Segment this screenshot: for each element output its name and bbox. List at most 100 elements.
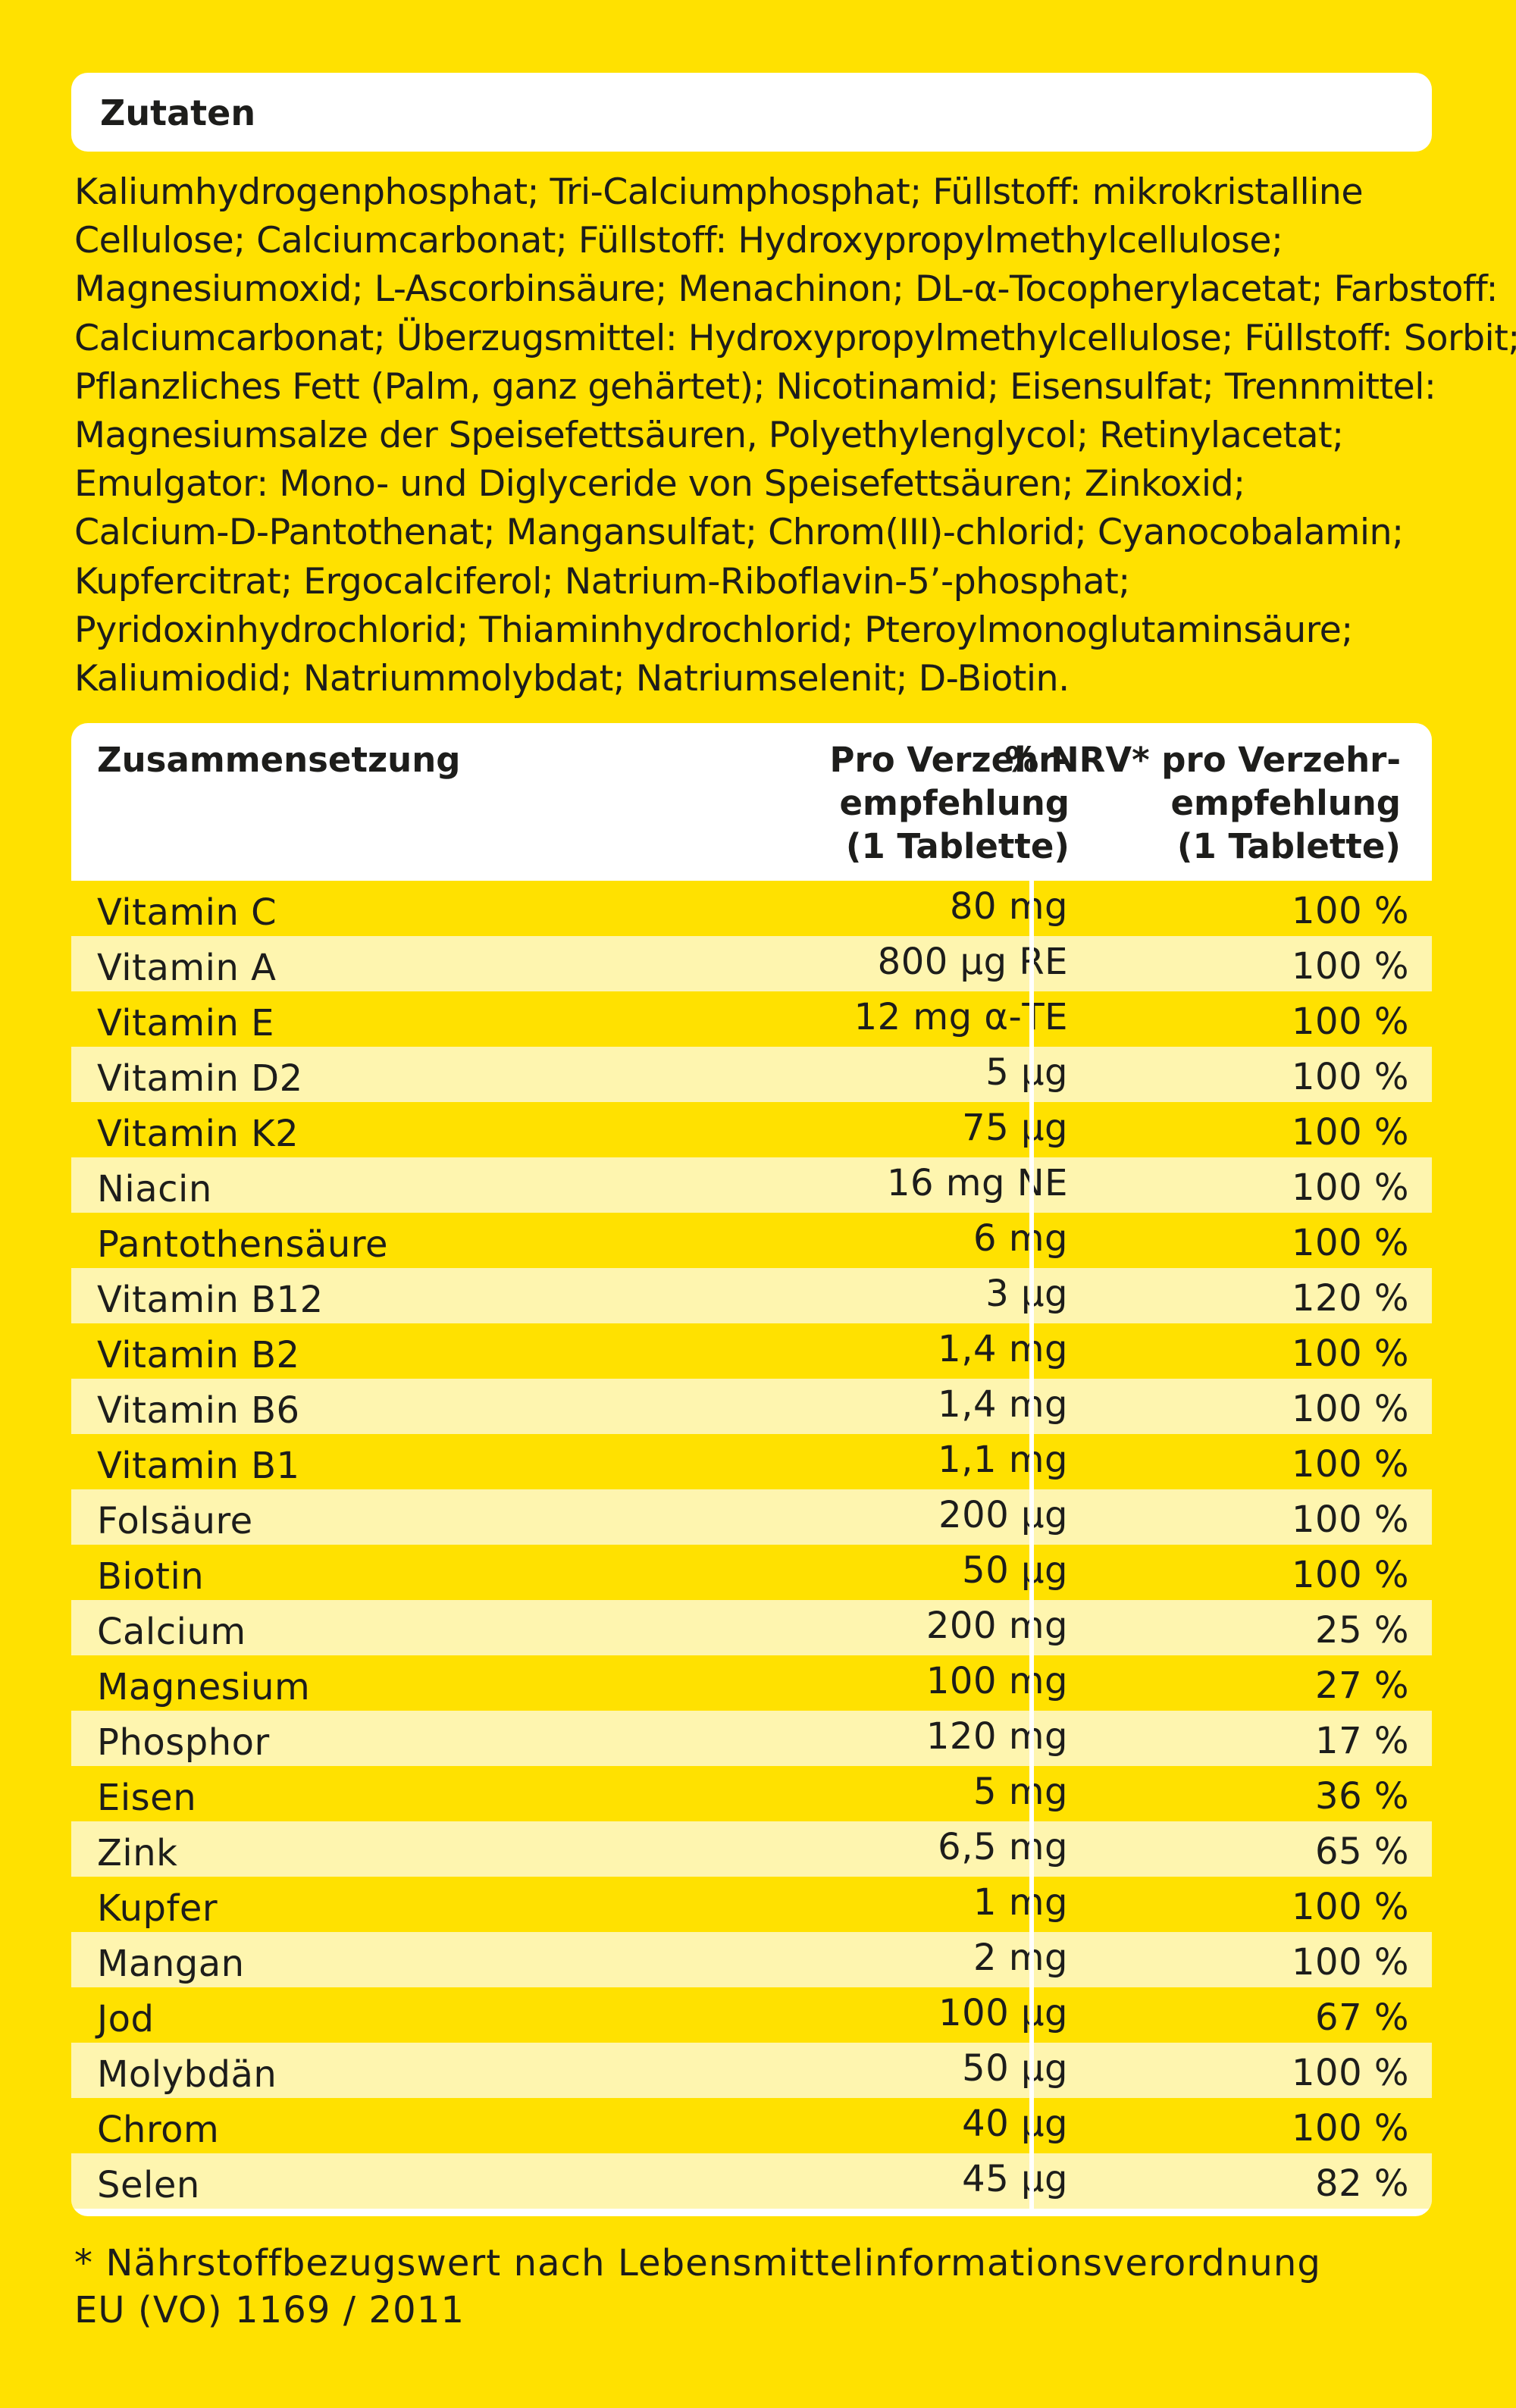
ingredients-line: Magnesiumoxid; L-Ascorbinsäure; Menachin…	[74, 268, 1499, 311]
nutrient-name: Vitamin B1	[97, 1445, 300, 1487]
table-row: Molybdän 50 µg 100 %	[71, 2043, 1432, 2098]
nutrient-nrv: 100 %	[1292, 945, 1409, 988]
ingredients-line: Magnesiumsalze der Speisefettsäuren, Pol…	[74, 415, 1344, 457]
nutrient-name: Vitamin K2	[97, 1113, 299, 1155]
nutrient-amount: 1,1 mg	[938, 1439, 1068, 1481]
nutrient-nrv: 27 %	[1315, 1664, 1409, 1707]
nutrient-amount: 80 mg	[949, 885, 1068, 928]
nutrient-amount: 100 µg	[938, 1992, 1068, 2034]
nutrient-nrv: 36 %	[1315, 1775, 1409, 1818]
nutrient-nrv: 100 %	[1292, 2052, 1409, 2094]
nutrient-amount: 1,4 mg	[938, 1383, 1068, 1426]
nutrient-amount: 6,5 mg	[938, 1826, 1068, 1868]
table-row: Vitamin B1 1,1 mg 100 %	[71, 1434, 1432, 1489]
nutrient-name: Zink	[97, 1832, 178, 1874]
nutrient-amount: 45 µg	[962, 2158, 1068, 2200]
table-row: Eisen 5 mg 36 %	[71, 1766, 1432, 1821]
nutrient-name: Vitamin B2	[97, 1334, 300, 1376]
nutrient-nrv: 25 %	[1315, 1609, 1409, 1652]
nutrient-amount: 6 mg	[973, 1217, 1068, 1260]
nutrient-nrv: 17 %	[1315, 1720, 1409, 1762]
nutrient-name: Vitamin A	[97, 947, 277, 989]
nutrient-amount: 200 mg	[926, 1605, 1068, 1647]
nutrient-nrv: 100 %	[1292, 890, 1409, 932]
table-row: Vitamin K2 75 µg 100 %	[71, 1102, 1432, 1157]
nutrient-nrv: 65 %	[1315, 1830, 1409, 1873]
column-header-amount-line: Pro Verzehr-	[829, 740, 1070, 780]
nutrient-nrv: 82 %	[1315, 2162, 1409, 2205]
nutrient-amount: 5 µg	[985, 1051, 1068, 1094]
ingredients-title: Zutaten	[100, 92, 256, 133]
column-header-nrv-line: (1 Tablette)	[1176, 826, 1401, 866]
nutrient-nrv: 100 %	[1292, 2107, 1409, 2150]
nutrient-name: Biotin	[97, 1555, 205, 1598]
nutrient-amount: 2 mg	[973, 1937, 1068, 1979]
table-row: Jod 100 µg 67 %	[71, 1987, 1432, 2043]
composition-table: Zusammensetzung Pro Verzehr- empfehlung …	[71, 723, 1432, 2216]
table-header: Zusammensetzung Pro Verzehr- empfehlung …	[71, 723, 1432, 881]
nutrient-amount: 200 µg	[938, 1494, 1068, 1536]
nutrient-nrv: 100 %	[1292, 1000, 1409, 1043]
column-header-amount: Pro Verzehr- empfehlung (1 Tablette)	[830, 738, 1070, 868]
nutrient-name: Chrom	[97, 2109, 220, 2151]
nutrient-amount: 800 µg RE	[877, 941, 1068, 983]
table-row: Folsäure 200 µg 100 %	[71, 1489, 1432, 1545]
ingredients-header: Zutaten	[71, 73, 1432, 152]
nutrient-name: Vitamin E	[97, 1002, 274, 1044]
table-row: Pantothensäure 6 mg 100 %	[71, 1213, 1432, 1268]
table-row: Selen 45 µg 82 %	[71, 2153, 1432, 2209]
table-row: Kupfer 1 mg 100 %	[71, 1877, 1432, 1932]
nutrient-name: Eisen	[97, 1777, 197, 1819]
nutrient-name: Vitamin B12	[97, 1279, 324, 1321]
nutrient-nrv: 100 %	[1292, 1222, 1409, 1264]
nutrient-name: Jod	[97, 1998, 155, 2040]
table-row: Chrom 40 µg 100 %	[71, 2098, 1432, 2153]
nutrient-name: Folsäure	[97, 1500, 253, 1542]
table-row: Vitamin B12 3 µg 120 %	[71, 1268, 1432, 1323]
nutrient-name: Molybdän	[97, 2053, 277, 2096]
ingredients-text: Kaliumhydrogenphosphat; Tri-Calciumphosp…	[74, 168, 1516, 703]
nutrient-name: Pantothensäure	[97, 1223, 389, 1266]
ingredients-line: Emulgator: Mono- und Diglyceride von Spe…	[74, 463, 1245, 506]
nutrient-amount: 100 mg	[926, 1660, 1068, 1702]
footnote-line: * Nährstoffbezugswert nach Lebensmitteli…	[74, 2242, 1322, 2284]
nutrient-nrv: 100 %	[1292, 1941, 1409, 1984]
nutrient-name: Vitamin C	[97, 891, 277, 934]
column-header-nrv: % NRV* pro Verzehr- empfehlung (1 Tablet…	[1004, 738, 1401, 868]
ingredients-line: Kaliumhydrogenphosphat; Tri-Calciumphosp…	[74, 171, 1364, 213]
column-header-amount-line: (1 Tablette)	[845, 826, 1070, 866]
nutrient-name: Niacin	[97, 1168, 212, 1210]
nutrient-name: Phosphor	[97, 1721, 270, 1764]
ingredients-line: Pflanzliches Fett (Palm, ganz gehärtet);…	[74, 365, 1436, 408]
nutrient-name: Calcium	[97, 1611, 246, 1653]
nutrient-name: Vitamin D2	[97, 1057, 303, 1100]
nutrient-name: Kupfer	[97, 1887, 218, 1930]
nutrient-amount: 3 µg	[985, 1273, 1068, 1315]
column-header-composition: Zusammensetzung	[97, 740, 461, 780]
nutrient-amount: 40 µg	[962, 2103, 1068, 2145]
table-row: Calcium 200 mg 25 %	[71, 1600, 1432, 1655]
table-row: Niacin 16 mg NE 100 %	[71, 1157, 1432, 1213]
ingredients-line: Calcium-D-Pantothenat; Mangansulfat; Chr…	[74, 512, 1404, 554]
table-row: Biotin 50 µg 100 %	[71, 1545, 1432, 1600]
nutrient-name: Selen	[97, 2164, 200, 2206]
nutrient-amount: 16 mg NE	[886, 1162, 1068, 1204]
ingredients-line: Kaliumiodid; Natriummolybdat; Natriumsel…	[74, 658, 1070, 700]
footnote-line: EU (VO) 1169 / 2011	[74, 2289, 465, 2331]
nutrient-name: Vitamin B6	[97, 1389, 300, 1432]
nutrient-nrv: 100 %	[1292, 1554, 1409, 1596]
nutrient-nrv: 100 %	[1292, 1498, 1409, 1541]
ingredients-line: Kupfercitrat; Ergocalciferol; Natrium-Ri…	[74, 560, 1130, 603]
nutrient-amount: 50 µg	[962, 1549, 1068, 1592]
table-row: Zink 6,5 mg 65 %	[71, 1821, 1432, 1877]
nutrient-amount: 120 mg	[926, 1715, 1068, 1758]
nutrient-nrv: 100 %	[1292, 1111, 1409, 1154]
footnote: * Nährstoffbezugswert nach Lebensmitteli…	[74, 2240, 1321, 2334]
table-row: Vitamin E 12 mg α-TE 100 %	[71, 991, 1432, 1047]
nutrient-nrv: 67 %	[1315, 1996, 1409, 2039]
nutrient-nrv: 100 %	[1292, 1443, 1409, 1486]
nutrient-nrv: 100 %	[1292, 1388, 1409, 1430]
ingredients-line: Calciumcarbonat; Überzugsmittel: Hydroxy…	[74, 317, 1516, 359]
nutrient-nrv: 100 %	[1292, 1332, 1409, 1375]
nutrient-nrv: 100 %	[1292, 1056, 1409, 1098]
